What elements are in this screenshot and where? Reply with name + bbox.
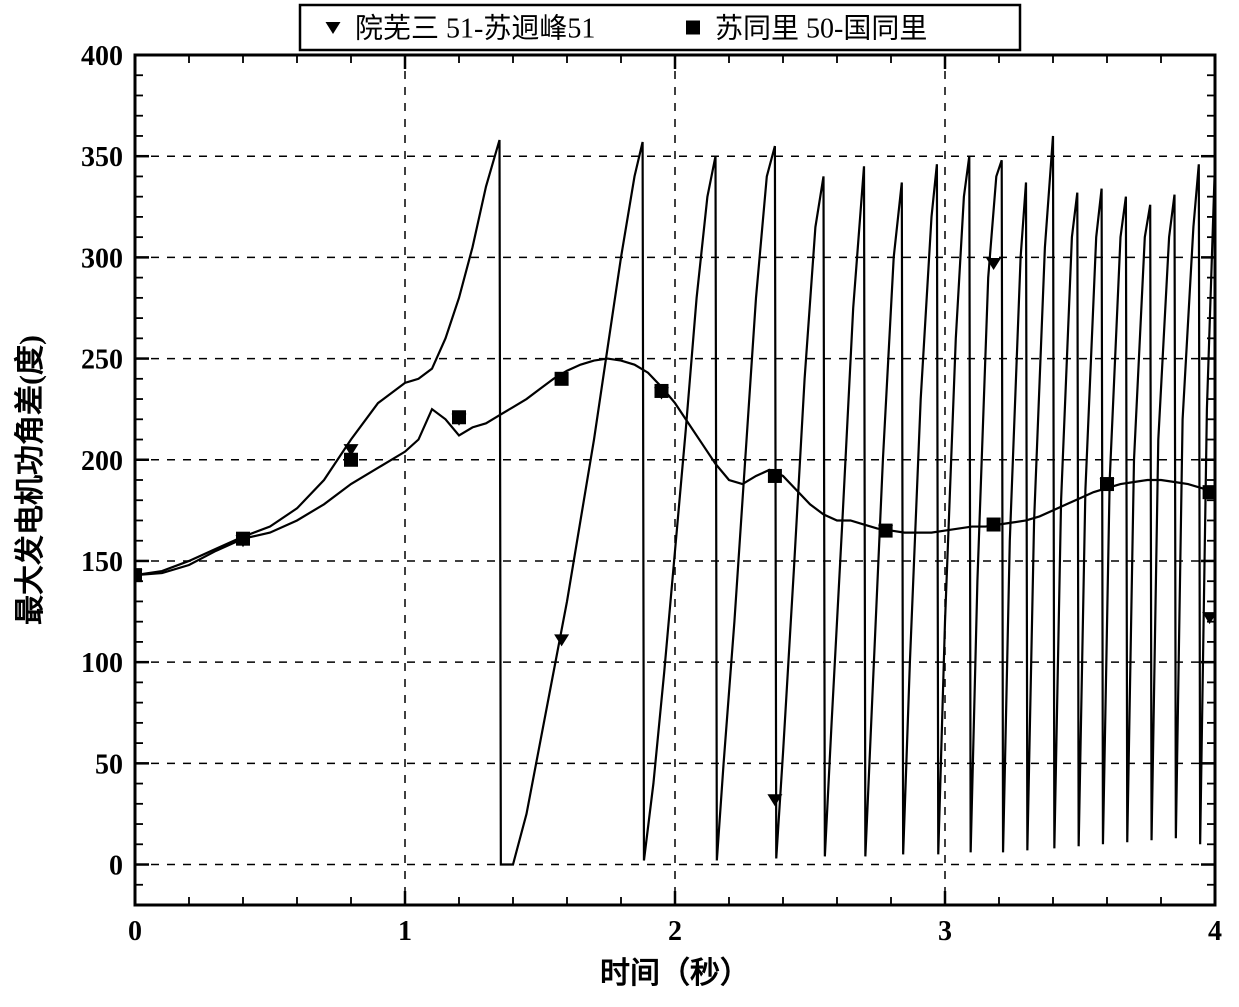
chart-container: 0 1 2 3 4 0 50 100 150 200 250 300 350 400 时间（秒） 最大发电机功…: [0, 0, 1239, 1007]
chart-svg: 0 1 2 3 4 0 50 100 150 200 250 300 350 400 时间（秒） 最大发电机功…: [0, 0, 1239, 1007]
y-tick-label: 100: [81, 648, 123, 679]
y-tick-label: 300: [81, 243, 123, 274]
y-tick-label: 150: [81, 547, 123, 578]
y-tick-label: 250: [81, 345, 123, 376]
x-tick-label: 2: [668, 916, 682, 947]
y-tick-label: 200: [81, 446, 123, 477]
y-axis-label: 最大发电机功角差(度): [14, 335, 47, 625]
x-tick-label: 1: [398, 916, 412, 947]
x-axis-label: 时间（秒）: [600, 956, 750, 990]
y-tick-label: 400: [81, 41, 123, 72]
legend: 院芜三 51-苏迵峰51 苏同里 50-国同里: [300, 5, 1020, 50]
legend-label: 院芜三 51-苏迵峰51: [355, 13, 595, 45]
x-tick-label: 3: [938, 916, 952, 947]
y-tick-label: 0: [109, 851, 123, 882]
legend-label: 苏同里 50-国同里: [715, 13, 927, 45]
x-tick-label: 4: [1208, 916, 1222, 947]
x-tick-label: 0: [128, 916, 142, 947]
y-tick-label: 50: [95, 749, 123, 780]
y-tick-label: 350: [81, 142, 123, 173]
